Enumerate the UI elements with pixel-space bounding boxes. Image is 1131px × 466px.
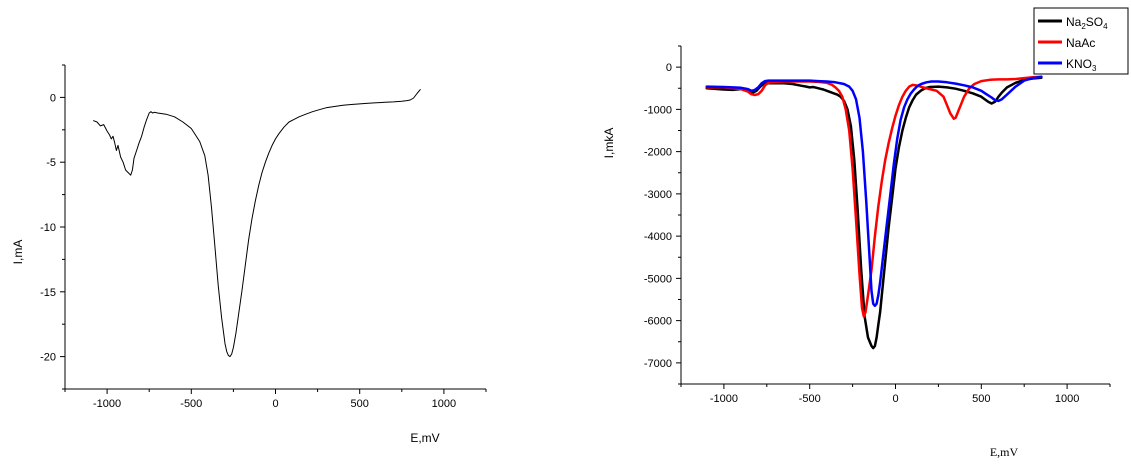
y-tick-label: -5000 (644, 273, 672, 285)
left-chart: -1000 -500 0 500 1000 0 -5 -10 -15 -20 E,mV I,mA (11, 64, 487, 445)
x-tick-label: -500 (799, 393, 821, 405)
legend-label: NaAc (1066, 36, 1095, 50)
y-tick-label: -20 (40, 352, 56, 364)
x-tick-label: 1000 (432, 398, 456, 410)
right-y-axis-label: I,mkA (602, 128, 616, 159)
x-tick-label: 0 (272, 398, 278, 410)
left-x-axis-label: E,mV (410, 431, 439, 445)
y-tick-label: -1000 (644, 104, 672, 116)
x-tick-label: 1000 (1055, 393, 1079, 405)
legend-label: KNO3 (1066, 57, 1097, 73)
left-plot-area: -1000 -500 0 500 1000 0 -5 -10 -15 -20 (40, 64, 487, 410)
x-tick-label: -1000 (710, 393, 738, 405)
y-tick-label: -6000 (644, 316, 672, 328)
series-line-current (93, 89, 421, 358)
series-line-na2so4 (705, 76, 1043, 350)
y-tick-label: -7000 (644, 358, 672, 370)
x-tick-label: 0 (892, 393, 898, 405)
series-line-kno3 (705, 75, 1043, 308)
y-tick-label: -2000 (644, 147, 672, 159)
y-tick-label: -4000 (644, 231, 672, 243)
x-tick-label: 500 (351, 398, 369, 410)
right-plot-area: -1000 -500 0 500 10000-1000-2000-3000-4000-5… (644, 45, 1111, 405)
x-tick-label: -500 (180, 398, 202, 410)
y-tick-label: -15 (40, 287, 56, 299)
y-tick-label: -10 (40, 222, 56, 234)
y-tick-label: 0 (666, 62, 672, 74)
left-y-axis-label: I,mA (11, 240, 25, 265)
y-tick-label: -5 (46, 157, 56, 169)
legend: Na2SO4 NaAc KNO3 (1033, 7, 1129, 75)
y-tick-label: 0 (50, 92, 56, 104)
x-tick-label: -1000 (93, 398, 121, 410)
x-tick-label: 500 (972, 393, 990, 405)
right-x-axis-label: E,mV (990, 445, 1019, 459)
legend-label: Na2SO4 (1066, 15, 1108, 31)
right-chart: -1000 -500 0 500 10000-1000-2000-3000-4000-5… (602, 7, 1129, 459)
y-tick-label: -3000 (644, 189, 672, 201)
series-line-naac (705, 75, 1043, 318)
